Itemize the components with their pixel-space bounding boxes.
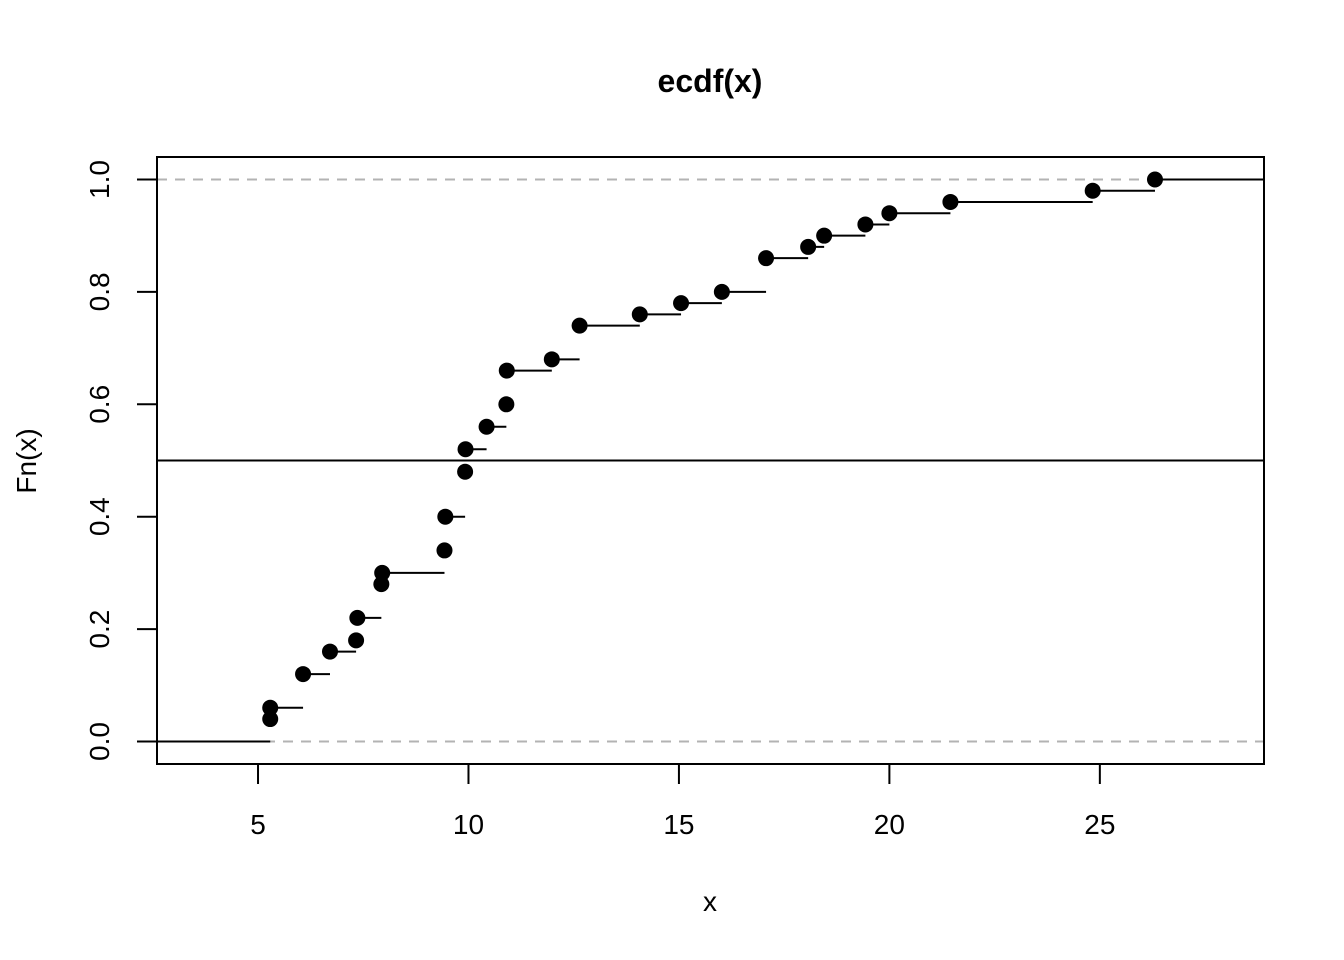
data-point xyxy=(436,542,453,559)
data-point xyxy=(437,508,454,525)
y-tick-label: 0.0 xyxy=(84,722,115,761)
data-point xyxy=(800,238,817,255)
data-point xyxy=(478,418,495,435)
x-tick-label: 10 xyxy=(453,809,484,840)
data-point xyxy=(942,193,959,210)
reference-lines xyxy=(157,178,1264,743)
x-tick-label: 15 xyxy=(663,809,694,840)
data-point xyxy=(857,216,874,233)
y-tick-label: 0.8 xyxy=(84,272,115,311)
data-point xyxy=(348,632,365,649)
x-tick-label: 25 xyxy=(1084,809,1115,840)
data-point xyxy=(673,295,690,312)
data-point xyxy=(262,699,279,716)
data-point xyxy=(349,609,366,626)
data-point xyxy=(457,441,474,458)
data-point xyxy=(543,351,560,368)
y-tick-label: 1.0 xyxy=(84,160,115,199)
data-point xyxy=(457,463,474,480)
data-point xyxy=(321,643,338,660)
data-points xyxy=(262,171,1163,728)
data-point xyxy=(374,564,391,581)
data-point xyxy=(881,205,898,222)
data-point xyxy=(816,227,833,244)
data-point xyxy=(631,306,648,323)
data-point xyxy=(295,666,312,683)
x-axis: 5 10 15 20 25 xyxy=(250,763,1115,840)
data-point xyxy=(498,396,515,413)
data-point xyxy=(758,250,775,267)
data-point xyxy=(713,283,730,300)
x-tick-label: 20 xyxy=(874,809,905,840)
data-point xyxy=(1084,182,1101,199)
data-point xyxy=(571,317,588,334)
data-point xyxy=(1146,171,1163,188)
y-axis-label: Fn(x) xyxy=(11,428,42,493)
y-tick-label: 0.2 xyxy=(84,610,115,649)
y-tick-label: 0.4 xyxy=(84,497,115,536)
x-axis-label: x xyxy=(703,886,717,917)
data-point xyxy=(262,711,279,728)
data-point xyxy=(498,362,515,379)
y-tick-label: 0.6 xyxy=(84,385,115,424)
y-axis: 0.0 0.2 0.4 0.6 0.8 1.0 xyxy=(84,160,158,761)
x-tick-label: 5 xyxy=(250,809,266,840)
chart-title: ecdf(x) xyxy=(658,63,763,99)
